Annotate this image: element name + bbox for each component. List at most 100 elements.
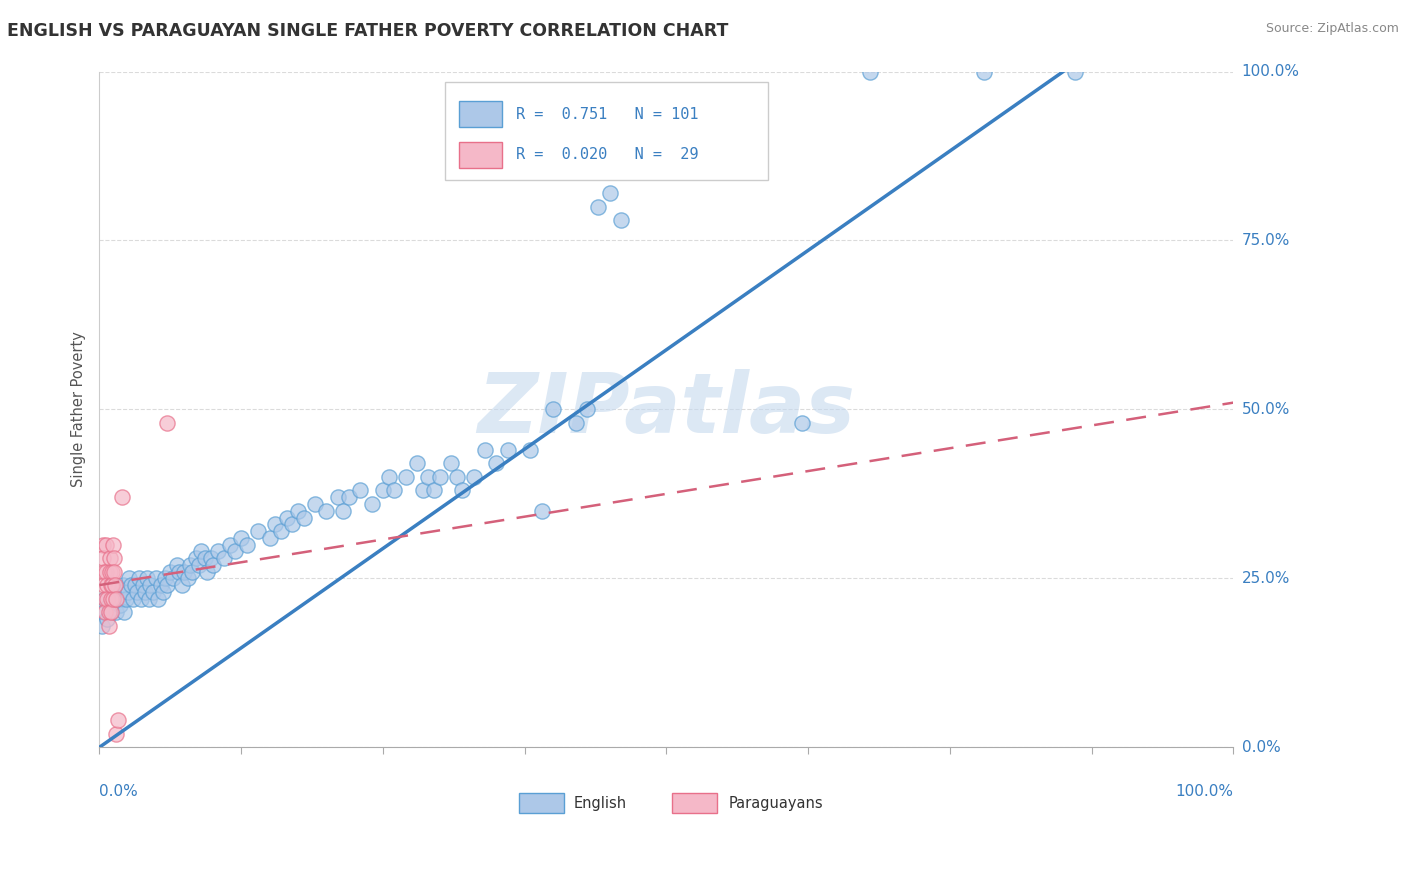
Point xyxy=(138,591,160,606)
Point xyxy=(131,591,153,606)
Point xyxy=(112,578,135,592)
Point xyxy=(588,200,610,214)
Point xyxy=(96,537,118,551)
Point xyxy=(91,551,114,566)
Point xyxy=(446,470,468,484)
Point xyxy=(93,605,115,619)
Point xyxy=(541,402,564,417)
Text: 0.0%: 0.0% xyxy=(100,784,138,799)
Point xyxy=(94,591,117,606)
Text: 0.0%: 0.0% xyxy=(1241,739,1281,755)
Point xyxy=(153,571,176,585)
Point xyxy=(101,578,124,592)
Point xyxy=(98,551,121,566)
Point xyxy=(247,524,270,538)
Point xyxy=(530,504,553,518)
Point xyxy=(382,483,405,498)
Point xyxy=(412,483,434,498)
Text: Source: ZipAtlas.com: Source: ZipAtlas.com xyxy=(1265,22,1399,36)
Point xyxy=(103,565,125,579)
Point xyxy=(406,457,429,471)
Point xyxy=(152,584,174,599)
Point xyxy=(117,584,139,599)
Point xyxy=(418,470,440,484)
Point xyxy=(156,578,179,592)
Point xyxy=(599,186,621,201)
Point xyxy=(162,571,184,585)
Point xyxy=(287,504,309,518)
Point xyxy=(259,531,281,545)
Point xyxy=(98,565,121,579)
Point xyxy=(167,565,190,579)
Point xyxy=(93,565,115,579)
Bar xyxy=(458,142,502,168)
Point xyxy=(207,544,229,558)
Point xyxy=(304,497,326,511)
Point xyxy=(474,442,496,457)
Point xyxy=(177,571,200,585)
Point xyxy=(100,578,122,592)
Point xyxy=(1063,64,1085,78)
Text: 75.0%: 75.0% xyxy=(1241,233,1289,248)
Point xyxy=(91,537,114,551)
Point xyxy=(103,578,125,592)
Point xyxy=(519,442,541,457)
Point xyxy=(231,531,253,545)
Point xyxy=(97,599,120,613)
Text: R =  0.751   N = 101: R = 0.751 N = 101 xyxy=(516,107,697,121)
Point xyxy=(188,558,211,572)
Point xyxy=(111,591,134,606)
Point xyxy=(181,565,204,579)
Point xyxy=(315,504,337,518)
Point xyxy=(184,551,207,566)
Point xyxy=(105,727,128,741)
Point xyxy=(326,490,349,504)
Point xyxy=(107,713,129,727)
Point xyxy=(148,591,170,606)
Point xyxy=(125,584,148,599)
Point xyxy=(107,591,129,606)
Point xyxy=(139,578,162,592)
Text: ZIPatlas: ZIPatlas xyxy=(478,369,855,450)
FancyBboxPatch shape xyxy=(446,82,769,179)
Text: 50.0%: 50.0% xyxy=(1241,402,1289,417)
Point xyxy=(136,571,159,585)
Text: 25.0%: 25.0% xyxy=(1241,571,1289,586)
Point xyxy=(118,571,141,585)
Point xyxy=(451,483,474,498)
Bar xyxy=(519,793,564,814)
Point xyxy=(859,64,882,78)
Point xyxy=(264,517,287,532)
Point xyxy=(360,497,382,511)
Point xyxy=(96,612,118,626)
Point xyxy=(124,578,146,592)
Point xyxy=(173,565,195,579)
Point xyxy=(108,599,131,613)
Point xyxy=(292,510,315,524)
Point xyxy=(194,551,217,566)
Point xyxy=(179,558,201,572)
Point xyxy=(575,402,598,417)
Bar xyxy=(458,102,502,127)
Text: English: English xyxy=(574,796,627,811)
Point xyxy=(195,565,218,579)
Point xyxy=(96,578,118,592)
Point xyxy=(270,524,292,538)
Text: ENGLISH VS PARAGUAYAN SINGLE FATHER POVERTY CORRELATION CHART: ENGLISH VS PARAGUAYAN SINGLE FATHER POVE… xyxy=(7,22,728,40)
Point xyxy=(96,565,118,579)
Point xyxy=(349,483,371,498)
Point xyxy=(166,558,188,572)
Point xyxy=(332,504,354,518)
Point xyxy=(101,565,124,579)
Point xyxy=(394,470,416,484)
Bar xyxy=(672,793,717,814)
Point xyxy=(200,551,222,566)
Point xyxy=(496,442,519,457)
Point xyxy=(429,470,451,484)
Point xyxy=(463,470,485,484)
Text: Paraguayans: Paraguayans xyxy=(728,796,824,811)
Text: 100.0%: 100.0% xyxy=(1175,784,1233,799)
Point xyxy=(128,571,150,585)
Point xyxy=(337,490,360,504)
Point xyxy=(218,537,240,551)
